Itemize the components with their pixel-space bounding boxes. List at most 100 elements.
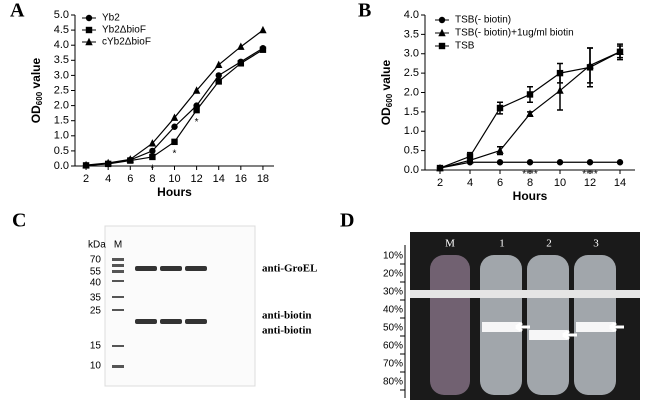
marker	[126, 155, 134, 163]
panel-letter: B	[358, 0, 371, 22]
x-tick-label: 6	[127, 173, 133, 185]
marker	[496, 159, 504, 166]
marker	[496, 104, 504, 112]
legend-label: TSB(- biotin)	[455, 15, 511, 26]
marker	[104, 158, 112, 167]
x-tick-label: 16	[235, 173, 247, 185]
unit-label: kDa	[88, 240, 106, 251]
marker	[171, 138, 178, 146]
level-label: 50%	[383, 323, 403, 334]
marker	[438, 16, 446, 24]
marker	[556, 86, 564, 94]
y-tick-label: 1.5	[54, 115, 69, 127]
panel-letter: D	[340, 210, 354, 232]
panel-letter: A	[10, 0, 25, 22]
panel-letter: C	[12, 210, 26, 232]
x-tick-label: 2	[83, 173, 89, 185]
marker	[586, 159, 594, 166]
y-tick-label: 4.0	[404, 9, 419, 21]
level-label: 80%	[383, 377, 403, 388]
level-label: 20%	[383, 269, 403, 280]
y-tick-label: 3.5	[404, 28, 419, 40]
marker	[438, 28, 446, 37]
marker-label: 15	[90, 341, 102, 352]
x-axis-label: Hours	[157, 185, 192, 199]
x-tick-label: 10	[168, 173, 180, 185]
marker	[215, 72, 222, 79]
marker	[149, 153, 156, 161]
legend-label: TSB	[455, 41, 475, 52]
y-tick-label: 0.5	[404, 145, 419, 157]
annotation: *	[150, 164, 154, 175]
y-tick-label: 3.0	[404, 48, 419, 60]
annotation: ****	[522, 169, 538, 180]
marker	[82, 160, 90, 169]
y-tick-label: 0.0	[54, 160, 69, 172]
x-tick-label: 12	[190, 173, 202, 185]
annotation: *	[195, 117, 199, 128]
tube-label: 3	[593, 238, 599, 250]
marker	[586, 64, 594, 71]
marker	[171, 123, 178, 130]
marker-label: 70	[90, 255, 102, 266]
x-tick-label: 2	[437, 177, 443, 189]
marker	[85, 26, 93, 34]
x-tick-label: 18	[257, 173, 269, 185]
marker	[496, 146, 504, 154]
annotation: ****	[582, 169, 598, 180]
y-tick-label: 2.0	[404, 86, 419, 98]
y-tick-label: 1.5	[404, 106, 419, 118]
marker	[237, 42, 245, 50]
x-tick-label: 4	[467, 177, 473, 189]
marker	[466, 153, 474, 160]
level-label: 70%	[383, 359, 403, 370]
y-axis-label-part: OD	[379, 107, 393, 125]
marker	[215, 78, 222, 85]
tube-label: M	[445, 238, 455, 250]
marker	[149, 147, 156, 155]
band-label: anti-biotin	[262, 310, 312, 322]
tube-label: 2	[546, 238, 552, 250]
marker	[526, 159, 534, 166]
marker	[616, 159, 624, 166]
marker	[526, 109, 534, 118]
marker-label: 40	[90, 278, 102, 289]
y-axis-label-part: OD	[29, 105, 43, 123]
x-tick-label: 6	[497, 177, 503, 189]
y-tick-label: 4.0	[54, 39, 69, 51]
y-tick-label: 5.0	[54, 9, 69, 21]
marker-label: 10	[90, 361, 102, 372]
marker	[237, 60, 245, 67]
marker	[436, 164, 444, 172]
y-axis-label-part: 600	[385, 93, 394, 107]
x-tick-label: 12	[584, 177, 596, 189]
marker	[616, 48, 624, 56]
marker	[526, 91, 534, 98]
level-label: 60%	[383, 341, 403, 352]
marker	[556, 69, 564, 77]
level-label: 10%	[383, 251, 403, 262]
marker	[259, 25, 267, 34]
band-label: anti-biotin	[262, 325, 312, 337]
y-tick-label: 0.5	[54, 145, 69, 157]
y-tick-label: 2.5	[54, 84, 69, 96]
legend-label: Yb2ΔbioF	[102, 25, 146, 36]
y-axis-label: OD600 value	[379, 59, 394, 125]
x-tick-label: 8	[527, 177, 533, 189]
x-tick-label: 10	[554, 177, 566, 189]
marker	[193, 106, 200, 114]
y-tick-label: 4.5	[54, 24, 69, 36]
legend-label: Yb2	[102, 13, 120, 24]
x-tick-label: 4	[105, 173, 111, 185]
marker	[259, 46, 267, 53]
y-tick-label: 2.5	[404, 67, 419, 79]
marker	[148, 139, 157, 147]
x-tick-label: 14	[614, 177, 626, 189]
level-label: 30%	[383, 287, 403, 298]
gradient-photo	[404, 232, 640, 400]
y-tick-label: 1.0	[404, 125, 419, 137]
y-tick-label: 3.0	[54, 69, 69, 81]
marker	[215, 60, 223, 69]
annotation: *	[173, 148, 177, 159]
y-axis-label-part: 600	[35, 91, 44, 105]
